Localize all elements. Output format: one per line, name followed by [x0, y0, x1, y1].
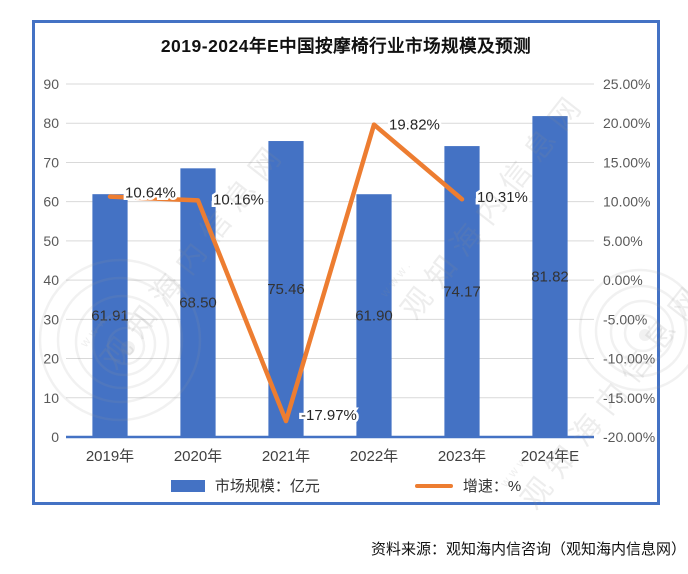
svg-text:2022年: 2022年 [350, 448, 398, 465]
legend-item-growth: 增速：% [414, 475, 522, 496]
bar-value-label: 61.91 [91, 308, 129, 325]
svg-text:50: 50 [43, 233, 59, 249]
svg-text:0: 0 [51, 429, 59, 445]
svg-text:10.00%: 10.00% [603, 194, 650, 210]
svg-text:10: 10 [43, 390, 59, 406]
bar-value-label: 61.90 [355, 308, 393, 325]
svg-text:0.00%: 0.00% [603, 272, 643, 288]
bar-2022年 [356, 194, 392, 437]
growth-line [107, 122, 465, 424]
svg-text:5.00%: 5.00% [603, 233, 643, 249]
legend: 市场规模：亿元 增速：% [35, 475, 657, 496]
svg-text:-10.00%: -10.00% [603, 351, 655, 367]
svg-text:70: 70 [43, 154, 59, 170]
chart-frame: 2019-2024年E中国按摩椅行业市场规模及预测 0 10 20 30 40 50 60 7… [32, 20, 660, 505]
legend-label-growth: 增速：% [462, 478, 522, 495]
x-axis-labels: 2019年 2020年 2021年 2022年 2023年 2024年E [86, 448, 579, 465]
svg-text:20: 20 [43, 351, 59, 367]
svg-text:15.00%: 15.00% [603, 154, 650, 170]
svg-text:20.00%: 20.00% [603, 115, 650, 131]
bar-value-label: 68.50 [179, 295, 217, 312]
line-swatch-icon [414, 483, 453, 488]
plot-area: 0 10 20 30 40 50 60 70 80 90 -20.00% -15.00% -10.00%… [43, 76, 655, 465]
svg-text:2024年E: 2024年E [521, 448, 579, 465]
svg-text:40: 40 [43, 272, 59, 288]
svg-text:-20.00%: -20.00% [603, 429, 655, 445]
left-axis-ticks: 0 10 20 30 40 50 60 70 80 90 [43, 76, 59, 445]
line-value-label: 10.16% [213, 191, 264, 208]
right-axis-ticks: -20.00% -15.00% -10.00% -5.00% 0.00% 5.00% 10.… [603, 76, 655, 445]
bar-value-label: 74.17 [443, 284, 481, 301]
svg-text:2021年: 2021年 [262, 448, 310, 465]
line-value-labels: 10.64% 10.16% -17.97% 19.82% 10.31% [123, 114, 531, 426]
bar-swatch-icon [170, 479, 205, 492]
bar-value-label: 75.46 [267, 281, 305, 298]
svg-text:-15.00%: -15.00% [603, 390, 655, 406]
line-value-label: -17.97% [301, 407, 357, 424]
line-value-label: 10.64% [125, 185, 176, 202]
bar-2023年 [444, 146, 480, 437]
line-value-label: 19.82% [389, 117, 440, 134]
svg-text:90: 90 [43, 76, 59, 92]
svg-text:-5.00%: -5.00% [603, 311, 647, 327]
legend-item-market-size: 市场规模：亿元 [170, 475, 320, 496]
bar-2024年E [532, 116, 568, 438]
chart-title: 2019-2024年E中国按摩椅行业市场规模及预测 [160, 36, 532, 56]
svg-text:30: 30 [43, 311, 59, 327]
svg-text:2023年: 2023年 [438, 448, 486, 465]
svg-text:80: 80 [43, 115, 59, 131]
line-value-label: 10.31% [477, 189, 528, 206]
bar-2020年 [180, 168, 216, 438]
bar-value-label: 81.82 [531, 269, 569, 286]
bar-2019年 [92, 194, 128, 437]
svg-text:2019年: 2019年 [86, 448, 134, 465]
source-note: 资料来源：观知海内信咨询（观知海内信息网） [370, 541, 686, 558]
svg-text:2020年: 2020年 [174, 448, 222, 465]
gridlines [66, 83, 594, 399]
svg-text:25.00%: 25.00% [603, 76, 650, 92]
svg-text:60: 60 [43, 194, 59, 210]
legend-label-market-size: 市场规模：亿元 [214, 478, 320, 495]
